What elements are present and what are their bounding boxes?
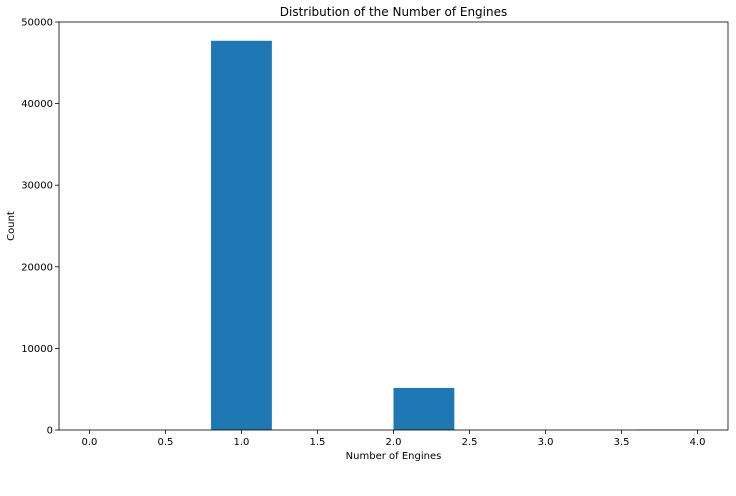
histogram-bar xyxy=(393,387,455,430)
y-tick-label: 0 xyxy=(47,426,53,437)
chart-title: Distribution of the Number of Engines xyxy=(280,5,508,19)
y-tick-label: 20000 xyxy=(21,262,53,273)
histogram-bar xyxy=(211,40,272,430)
x-tick-label: 4.0 xyxy=(690,437,706,448)
x-tick-label: 2.5 xyxy=(462,437,478,448)
x-tick-label: 0.0 xyxy=(81,437,97,448)
y-tick-label: 30000 xyxy=(21,181,53,192)
y-axis-label: Count xyxy=(6,211,17,241)
y-tick-label: 10000 xyxy=(21,344,53,355)
x-tick-label: 1.0 xyxy=(234,437,250,448)
x-tick-label: 3.0 xyxy=(538,437,554,448)
x-axis-label: Number of Engines xyxy=(346,451,442,462)
x-tick-label: 2.0 xyxy=(386,437,402,448)
x-axis-ticks: 0.0 0.5 1.0 1.5 2.0 2.5 3.0 3.5 4.0 xyxy=(81,430,706,448)
y-axis-ticks: 0 10000 20000 30000 40000 50000 xyxy=(21,18,59,437)
y-tick-label: 50000 xyxy=(21,18,53,29)
bars-group xyxy=(211,40,698,430)
y-tick-label: 40000 xyxy=(21,99,53,110)
x-tick-label: 1.5 xyxy=(310,437,326,448)
x-tick-label: 0.5 xyxy=(157,437,173,448)
x-tick-label: 3.5 xyxy=(614,437,630,448)
